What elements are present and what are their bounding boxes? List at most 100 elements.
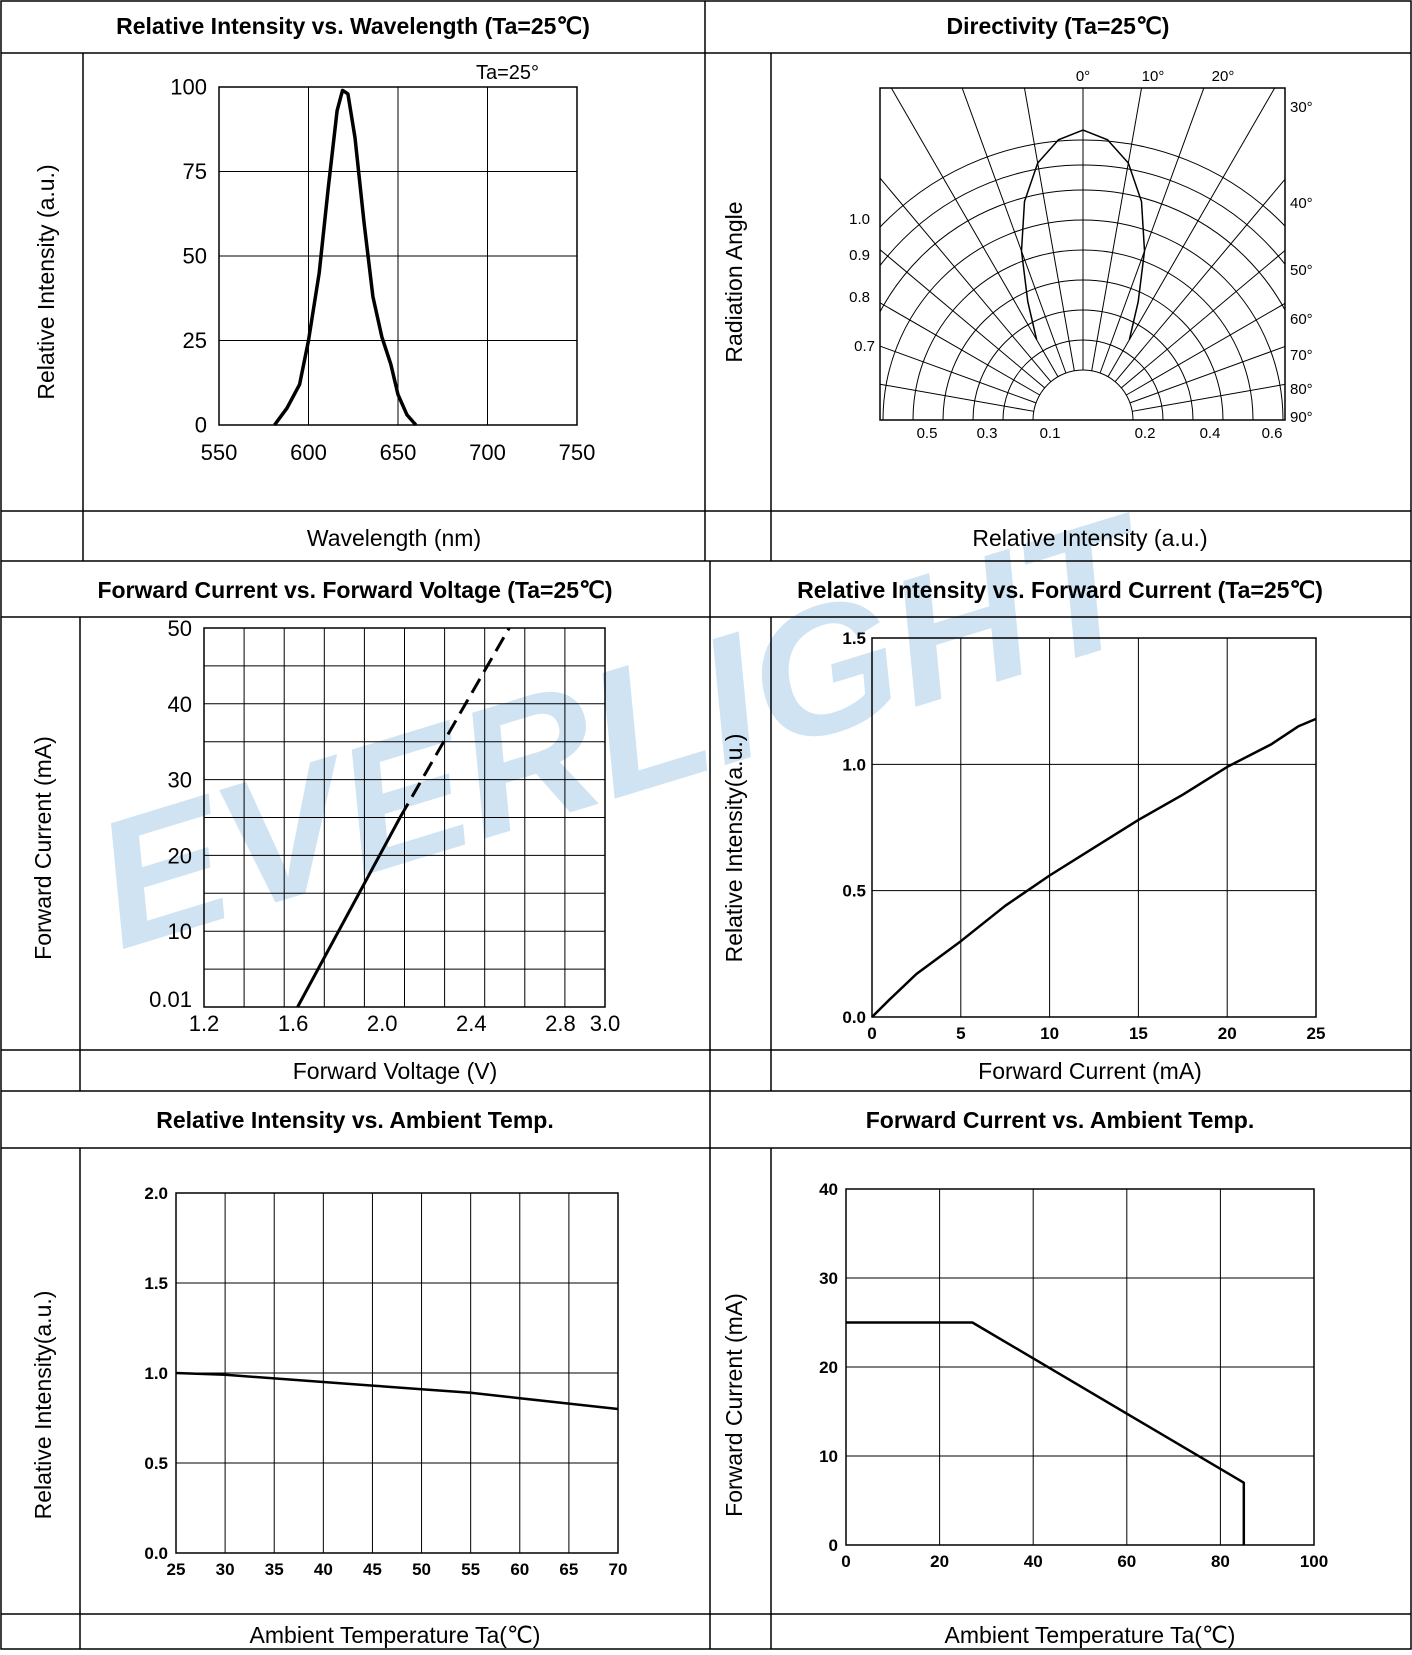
angle-label: 40°	[1290, 195, 1313, 212]
polar-spoke	[880, 383, 1034, 412]
y-tick-label: 1.0	[842, 755, 866, 774]
x-tick-label: 2.0	[367, 1011, 398, 1036]
x-tick-label: 600	[290, 440, 327, 465]
y-tick-label: 30	[168, 768, 192, 793]
x-tick-label: 35	[265, 1560, 284, 1579]
x-tick-label: 1.2	[189, 1011, 220, 1036]
x-tick-label: 25	[1307, 1024, 1326, 1043]
y-tick-label: 10	[168, 919, 192, 944]
x-tick-label: 0	[841, 1552, 850, 1571]
y-tick-label: 50	[168, 616, 192, 641]
polar-spoke	[890, 88, 1059, 377]
polar-spoke	[880, 345, 1037, 404]
ivif-chart: 0 5 10 15 20 25 0.0 0.5 1.0 1.5	[842, 629, 1325, 1043]
ivtemp-ylabel: Relative Intensity(a.u.)	[30, 1291, 56, 1520]
polar-spoke	[1091, 88, 1143, 371]
ivif-title: Relative Intensity vs. Forward Current (…	[797, 577, 1323, 603]
polar-spoke	[1023, 88, 1075, 371]
plot-frame	[879, 87, 1286, 421]
polar-spoke	[880, 302, 1040, 396]
angle-label: 70°	[1290, 347, 1313, 364]
spectrum-chart: 550 600 650 700 750 0 25 50 75 100 Ta=25°	[170, 62, 595, 465]
y-tick-label: 0.5	[144, 1454, 168, 1473]
y-tick-label: 0.01	[149, 987, 192, 1012]
radius-label: 1.0	[849, 211, 870, 228]
polar-spoke	[880, 177, 1052, 383]
bottom-scale-label: 0.2	[1135, 425, 1156, 442]
x-tick-label: 20	[1218, 1024, 1237, 1043]
angle-label: 50°	[1290, 262, 1313, 279]
polar-spoke	[961, 88, 1067, 374]
y-tick-label: 0	[829, 1536, 838, 1555]
polar-grid	[880, 88, 1285, 420]
y-tick-label: 100	[170, 75, 207, 100]
x-tick-label: 25	[167, 1560, 186, 1579]
x-tick-label: 30	[216, 1560, 235, 1579]
y-tick-label: 25	[183, 328, 207, 353]
polar-spoke	[1126, 302, 1285, 396]
x-tick-label: 550	[201, 440, 238, 465]
angle-label: 10°	[1142, 68, 1165, 85]
y-tick-label: 0	[195, 413, 207, 438]
angle-label: 30°	[1290, 99, 1313, 116]
ivif-xlabel: Forward Current (mA)	[978, 1058, 1202, 1084]
x-tick-label: 2.8	[545, 1011, 576, 1036]
x-tick-label: 60	[1117, 1552, 1136, 1571]
y-tick-label: 30	[819, 1269, 838, 1288]
angle-label: 90°	[1290, 409, 1313, 426]
iftemp-xlabel: Ambient Temperature Ta(℃)	[945, 1622, 1236, 1648]
current-derating-curve	[846, 1321, 1246, 1545]
plot-frame	[871, 637, 1317, 1018]
directivity-xlabel: Relative Intensity (a.u.)	[972, 525, 1207, 551]
x-tick-label: 50	[412, 1560, 431, 1579]
spectrum-curve	[273, 88, 418, 427]
if-vf-curve-dashed	[398, 627, 511, 819]
polar-spoke	[1107, 88, 1276, 377]
radius-label: 0.7	[854, 338, 875, 355]
x-tick-label: 40	[314, 1560, 333, 1579]
x-tick-label: 100	[1300, 1552, 1328, 1571]
ivtemp-xlabel: Ambient Temperature Ta(℃)	[250, 1622, 541, 1648]
iftemp-title: Forward Current vs. Ambient Temp.	[866, 1107, 1255, 1133]
plot-frame	[203, 627, 606, 1008]
y-tick-label: 0.0	[144, 1544, 168, 1563]
plot-frame	[218, 86, 578, 426]
polar-spoke	[880, 249, 1046, 389]
ifvf-title: Forward Current vs. Forward Voltage (Ta=…	[97, 577, 612, 603]
polar-spoke	[1132, 383, 1285, 412]
ifvf-ylabel: Forward Current (mA)	[30, 736, 56, 960]
y-tick-label: 20	[819, 1358, 838, 1377]
intensity-current-curve	[871, 717, 1317, 1018]
x-tick-label: 3.0	[590, 1011, 621, 1036]
bottom-scale-label: 0.4	[1200, 425, 1221, 442]
x-tick-label: 70	[609, 1560, 628, 1579]
polar-spoke	[1120, 249, 1285, 389]
x-tick-label: 60	[510, 1560, 529, 1579]
spectrum-title: Relative Intensity vs. Wavelength (Ta=25…	[116, 13, 590, 39]
x-tick-label: 5	[956, 1024, 965, 1043]
angle-label: 0°	[1076, 68, 1090, 85]
directivity-title: Directivity (Ta=25℃)	[947, 13, 1170, 39]
x-tick-label: 15	[1129, 1024, 1148, 1043]
y-tick-label: 20	[168, 843, 192, 868]
bottom-scale-label: 0.3	[977, 425, 998, 442]
spectrum-ylabel: Relative Intensity (a.u.)	[33, 164, 59, 399]
y-tick-label: 0.5	[842, 882, 866, 901]
radiation-pattern-curve	[1020, 129, 1146, 340]
x-tick-label: 40	[1024, 1552, 1043, 1571]
x-tick-label: 1.6	[278, 1011, 309, 1036]
x-tick-label: 0	[867, 1024, 876, 1043]
x-tick-label: 65	[559, 1560, 578, 1579]
x-tick-label: 45	[363, 1560, 382, 1579]
y-tick-label: 2.0	[144, 1184, 168, 1203]
y-tick-label: 50	[183, 244, 207, 269]
x-tick-label: 55	[461, 1560, 480, 1579]
directivity-chart: 0° 10° 20° 30° 40° 50° 60° 70° 80° 90° 1.0 0.9 0.8 0.…	[849, 68, 1313, 442]
annotation-label: Ta=25°	[476, 62, 539, 84]
if-vf-curve-solid	[296, 816, 402, 1008]
y-tick-label: 40	[168, 692, 192, 717]
bottom-scale-label: 0.5	[917, 425, 938, 442]
